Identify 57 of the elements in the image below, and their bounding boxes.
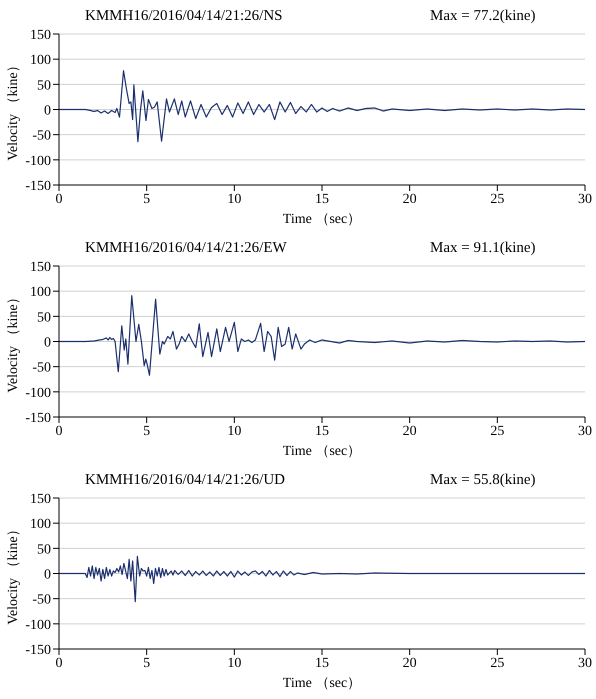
y-tick-label: 150 bbox=[30, 260, 51, 275]
y-tick-label: 0 bbox=[44, 103, 51, 118]
y-tick-label: -150 bbox=[25, 642, 51, 658]
y-tick-label: 0 bbox=[44, 567, 51, 582]
y-tick-label: 0 bbox=[44, 335, 51, 350]
y-tick-label: -100 bbox=[25, 618, 51, 633]
x-tick-label: 30 bbox=[578, 656, 592, 671]
y-tick-label: 50 bbox=[37, 310, 51, 326]
x-tick-label: 10 bbox=[227, 424, 242, 439]
x-axis-title: Time （sec） bbox=[282, 676, 362, 691]
chart-title: KMMH16/2016/04/14/21:26/NS bbox=[85, 8, 283, 25]
chart-title: KMMH16/2016/04/14/21:26/EW bbox=[85, 240, 287, 257]
x-tick-label: 15 bbox=[315, 656, 329, 671]
y-tick-label: -150 bbox=[25, 178, 51, 194]
x-tick-label: 25 bbox=[490, 192, 504, 207]
y-axis-title: Velocity （kine） bbox=[6, 522, 21, 625]
y-tick-label: 50 bbox=[37, 542, 51, 558]
y-tick-label: 100 bbox=[30, 517, 51, 532]
y-tick-label: -100 bbox=[25, 154, 51, 169]
y-tick-label: 150 bbox=[30, 28, 51, 43]
x-tick-label: 0 bbox=[56, 424, 62, 439]
y-axis-title: Velocity （kine） bbox=[6, 58, 21, 161]
y-axis-title: Velocity （kine） bbox=[6, 290, 21, 393]
y-tick-label: 50 bbox=[37, 78, 51, 94]
y-tick-label: -50 bbox=[32, 592, 51, 608]
line-series bbox=[59, 556, 585, 602]
text: Max = 55.8(kine) bbox=[430, 472, 536, 489]
x-tick-label: 15 bbox=[315, 192, 329, 207]
x-tick-label: 15 bbox=[315, 424, 329, 439]
x-tick-label: 0 bbox=[56, 192, 62, 207]
text: Max = 91.1(kine) bbox=[430, 240, 536, 257]
x-tick-label: 30 bbox=[578, 192, 592, 207]
x-axis-title: Time （sec） bbox=[282, 444, 362, 459]
x-tick-label: 25 bbox=[490, 424, 504, 439]
x-tick-label: 30 bbox=[578, 424, 592, 439]
y-tick-label: -50 bbox=[32, 128, 51, 144]
x-tick-label: 25 bbox=[490, 656, 504, 671]
line-series bbox=[59, 70, 585, 142]
x-axis-title: Time （sec） bbox=[282, 212, 362, 227]
x-tick-label: 5 bbox=[143, 656, 150, 671]
chart-title: KMMH16/2016/04/14/21:26/UD bbox=[85, 472, 286, 489]
y-tick-label: 100 bbox=[30, 285, 51, 300]
x-tick-label: 20 bbox=[402, 656, 417, 671]
y-tick-label: -100 bbox=[25, 386, 51, 401]
text: Max = 77.2(kine) bbox=[430, 8, 536, 25]
y-tick-label: -50 bbox=[32, 360, 51, 376]
x-tick-label: 0 bbox=[56, 656, 62, 671]
y-tick-label: -150 bbox=[25, 410, 51, 426]
y-tick-label: 150 bbox=[30, 492, 51, 507]
y-tick-label: 100 bbox=[30, 53, 51, 68]
x-tick-label: 5 bbox=[143, 192, 150, 207]
x-tick-label: 20 bbox=[402, 424, 417, 439]
line-series bbox=[59, 295, 585, 376]
x-tick-label: 10 bbox=[227, 656, 242, 671]
x-tick-label: 10 bbox=[227, 192, 242, 207]
x-tick-label: 5 bbox=[143, 424, 150, 439]
x-tick-label: 20 bbox=[402, 192, 417, 207]
